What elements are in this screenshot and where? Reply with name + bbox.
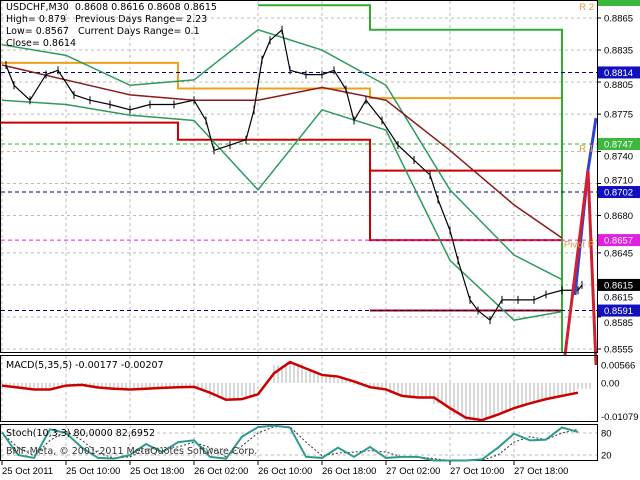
close-value: Close= 0.8614	[6, 38, 77, 49]
price-label: 0.8702	[604, 188, 633, 199]
stoch-panel: 80 20	[1, 424, 612, 462]
price-tick-label: 0.8680	[604, 211, 633, 222]
time-label: 25 Oct 10:00	[66, 466, 120, 477]
price-label-box	[598, 137, 640, 150]
pivot-step-line	[258, 4, 563, 352]
price-label-box	[598, 186, 640, 199]
current-range: Current Days Range= 0.1	[78, 26, 200, 37]
stoch-main-line	[1, 424, 579, 462]
grid	[1, 1, 597, 460]
prev-range: Previous Days Range= 2.23	[75, 14, 208, 25]
price-label-box	[598, 304, 640, 317]
level-name: Pivot P	[564, 240, 594, 251]
low-value: Low= 0.8567	[6, 26, 69, 37]
price-label: 0.8657	[604, 236, 633, 247]
upper-band	[1, 28, 563, 281]
stoch-axis-label: 20	[601, 451, 612, 462]
price-tick-label: 0.8740	[604, 151, 633, 162]
price-tick-label: 0.8710	[604, 176, 633, 187]
price-series	[5, 25, 583, 325]
zigzag-arrows	[563, 117, 598, 366]
price-label-box	[598, 66, 640, 79]
macd-panel-border	[0, 355, 598, 422]
symbol-header: USDCHF,M30 0.8608 0.8616 0.8608 0.8615	[6, 2, 217, 13]
macd-axis-label: 0.00566	[601, 360, 635, 371]
level-names: R 2 R 1 Pivot P	[564, 2, 594, 251]
copyright: BMF-Meta, © 2001-2011 MetaQuotes Softwar…	[6, 446, 258, 457]
time-label: 27 Oct 10:00	[450, 466, 504, 477]
level-name: R 2	[579, 2, 594, 13]
stoch-axis-label: 80	[601, 429, 612, 440]
price-tick-label: 0.8555	[604, 344, 633, 355]
pivot-step-line	[1, 121, 563, 352]
macd-signal-line	[1, 360, 579, 422]
macd-axis-label: 0.00	[601, 379, 620, 390]
time-axis: 25 Oct 2011 25 Oct 10:00 25 Oct 18:00 26 Oc…	[1, 461, 568, 477]
bollinger-bands	[1, 28, 563, 321]
macd-label: MACD(5,35,5) -0.00177 -0.00207	[6, 360, 164, 371]
level-name: R 1	[579, 143, 594, 154]
price-label: 0.8591	[604, 306, 633, 317]
time-label: 27 Oct 02:00	[386, 466, 440, 477]
price-tick-label: 0.8775	[604, 110, 633, 121]
main-panel-border	[0, 0, 598, 353]
time-label: 25 Oct 2011	[2, 466, 53, 477]
price-axis: 0.8865 0.8835 0.8805 0.8775 0.8740 0.8710 0.86…	[597, 0, 640, 355]
price-tick-label: 0.8645	[604, 248, 633, 259]
time-label: 26 Oct 10:00	[258, 466, 312, 477]
moving-average	[1, 64, 563, 239]
price-label: 0.8814	[604, 68, 633, 79]
price-tick-label: 0.8615	[604, 292, 633, 303]
price-tick-label: 0.8585	[604, 318, 633, 329]
price-label-box	[598, 278, 640, 291]
time-label: 26 Oct 18:00	[322, 466, 376, 477]
time-label: 27 Oct 18:00	[514, 466, 568, 477]
price-label-box	[598, 234, 640, 247]
price-label-box-top	[598, 0, 640, 6]
price-tick-label: 0.8805	[604, 80, 633, 91]
zigzag-down	[563, 169, 598, 366]
price-line	[5, 28, 583, 322]
ma-line	[1, 64, 563, 239]
high-value: High= 0.879	[6, 14, 67, 25]
price-label: 0.8747	[604, 139, 633, 150]
info-high-row: High= 0.879 Previous Days Range= 2.23	[6, 14, 207, 26]
pivot-step-line	[370, 169, 563, 352]
price-tick-label: 0.8865	[604, 14, 633, 25]
time-label: 25 Oct 18:00	[130, 466, 184, 477]
stoch-label: Stoch(10,3,3) 80,0000 82,6952	[6, 428, 156, 439]
macd-panel: 0.00566 0.00 -0.01079	[1, 360, 639, 423]
pivot-step-lines	[1, 4, 563, 352]
price-label: 0.8615	[604, 280, 633, 291]
info-low-row: Low= 0.8567 Current Days Range= 0.1	[6, 26, 200, 38]
stoch-panel-border	[0, 424, 598, 461]
macd-axis-label: -0.01079	[601, 412, 639, 423]
price-tick-label: 0.8835	[604, 46, 633, 57]
time-label: 26 Oct 02:00	[194, 466, 248, 477]
lower-band	[1, 99, 563, 321]
